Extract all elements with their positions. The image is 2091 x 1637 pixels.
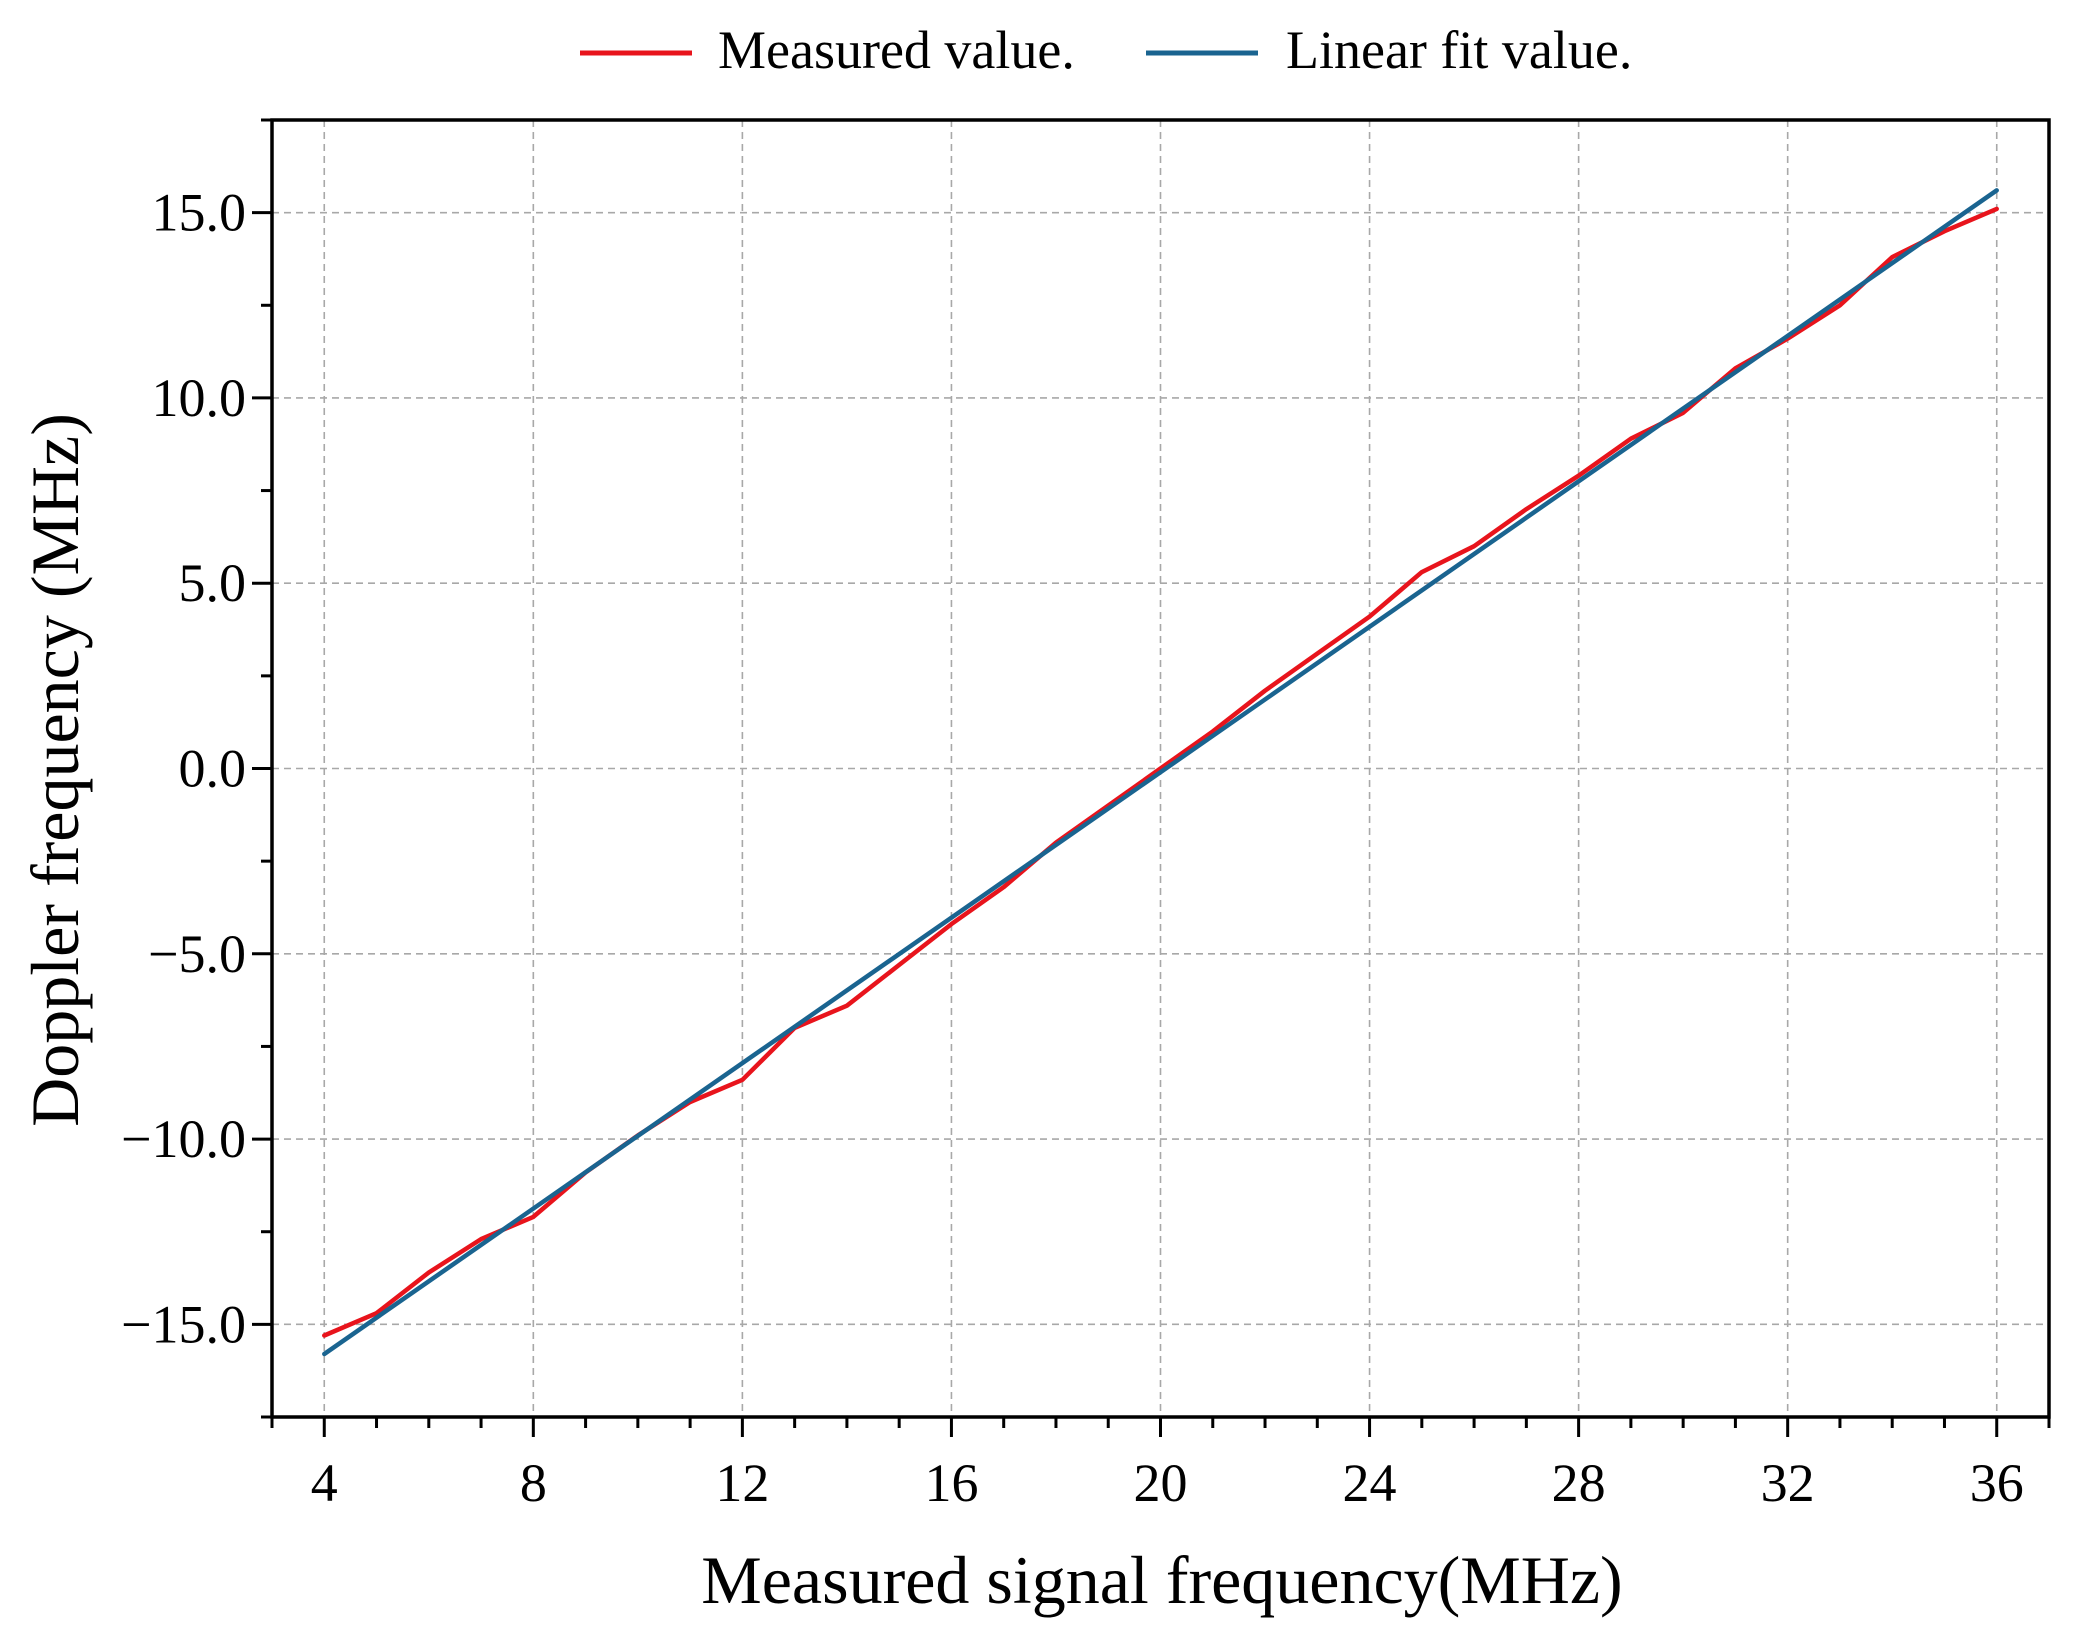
x-tick-label: 32 — [1761, 1453, 1815, 1513]
axes: 4 8 12 16 20 24 28 32 36 −15.0 −10.0 −5.0 0.0 5.0 10.0… — [121, 118, 2051, 1513]
x-tick-label: 20 — [1134, 1453, 1188, 1513]
y-tick-label: 10.0 — [152, 368, 247, 428]
legend: Measured value. Linear fit value. — [580, 20, 1632, 80]
x-tick-label: 28 — [1552, 1453, 1606, 1513]
x-tick-label: 36 — [1970, 1453, 2024, 1513]
x-axis-label: Measured signal frequency(MHz) — [701, 1542, 1622, 1618]
x-tick-label: 4 — [311, 1453, 338, 1513]
legend-label-linear-fit: Linear fit value. — [1286, 20, 1632, 80]
y-tick-label: −10.0 — [121, 1109, 246, 1169]
x-tick-label: 24 — [1343, 1453, 1397, 1513]
y-tick-label: 5.0 — [179, 553, 247, 613]
y-tick-label: 15.0 — [152, 183, 247, 243]
legend-label-measured: Measured value. — [718, 20, 1075, 80]
x-tick-label: 16 — [924, 1453, 978, 1513]
series-lines — [322, 188, 1999, 1357]
linear-fit-line — [322, 188, 1999, 1357]
x-tick-label: 8 — [520, 1453, 547, 1513]
x-tick-label: 12 — [715, 1453, 769, 1513]
y-tick-label: 0.0 — [179, 739, 247, 799]
y-tick-label: −5.0 — [148, 924, 246, 984]
y-tick-label: −15.0 — [121, 1294, 246, 1354]
y-axis-label: Doppler frequency (MHz) — [17, 413, 93, 1127]
